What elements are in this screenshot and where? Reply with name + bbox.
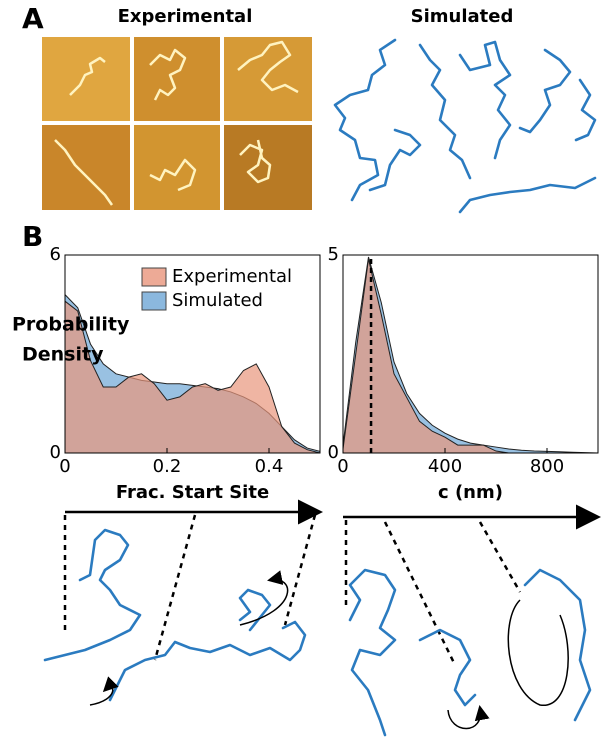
y-tick-label: 0 xyxy=(50,442,61,463)
axes xyxy=(64,254,321,454)
y-axis-label: Probability xyxy=(12,314,130,336)
afm-images xyxy=(42,37,312,210)
x-tick-label: 0 xyxy=(59,456,70,477)
y-tick-label: 0 xyxy=(328,442,339,463)
x-axis-label: c (nm) xyxy=(438,482,503,503)
density-area xyxy=(64,300,321,454)
x-tick-label: 0.2 xyxy=(153,456,182,477)
x-axis-label: Frac. Start Site xyxy=(116,482,269,503)
y-tick-label: 6 xyxy=(50,244,61,265)
arrows xyxy=(63,499,601,666)
legend-swatch xyxy=(141,291,167,311)
panel-title: Simulated xyxy=(411,6,514,27)
panel-label: B xyxy=(22,220,43,253)
x-tick-label: 800 xyxy=(530,456,564,477)
axes xyxy=(342,254,599,454)
legend-label: Experimental xyxy=(172,266,292,287)
example-chains xyxy=(43,528,592,737)
x-tick-label: 400 xyxy=(428,456,462,477)
legend-swatch xyxy=(141,267,167,287)
y-axis-label: Density xyxy=(22,344,104,366)
legend-label: Simulated xyxy=(172,290,263,311)
panel-title: Experimental xyxy=(118,6,253,27)
panel-label: A xyxy=(22,2,44,35)
x-tick-label: 0 xyxy=(337,456,348,477)
y-tick-label: 5 xyxy=(328,244,339,265)
x-tick-label: 0.4 xyxy=(255,456,284,477)
density-area xyxy=(342,258,598,454)
simulated-chains xyxy=(333,38,597,214)
charts: 0 6 0 0.2 0.4 Frac. Start Site Probability Dens… xyxy=(12,244,599,503)
